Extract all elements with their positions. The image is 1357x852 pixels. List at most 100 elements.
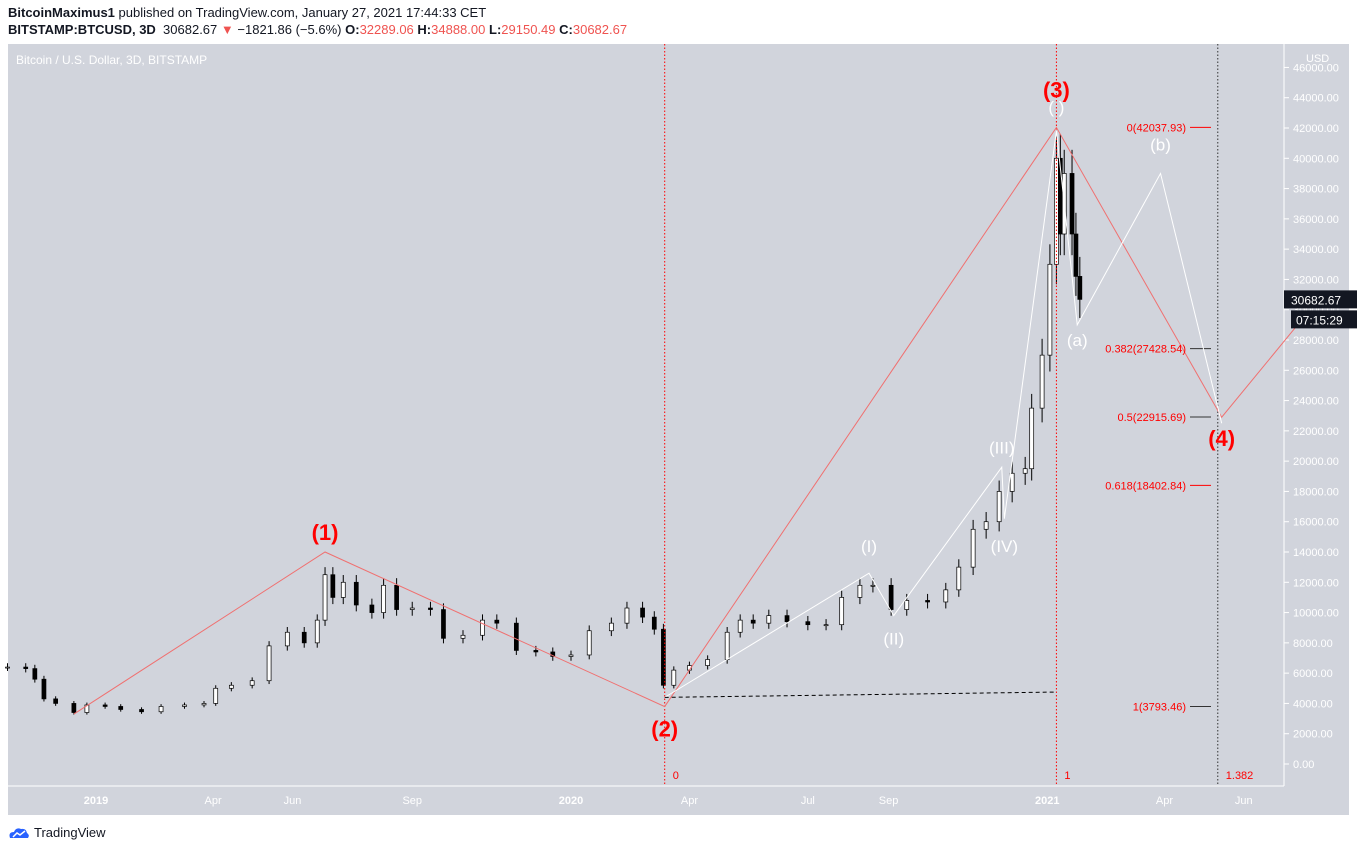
minor-wave-label: (a) bbox=[1067, 331, 1088, 350]
y-tick-label: 2000.00 bbox=[1293, 729, 1333, 741]
candle bbox=[428, 607, 433, 610]
y-tick-label: 22000.00 bbox=[1293, 426, 1339, 438]
candle bbox=[369, 604, 375, 613]
candle bbox=[943, 589, 949, 603]
candle bbox=[249, 680, 255, 686]
candle bbox=[568, 654, 574, 657]
x-tick-label: Jul bbox=[801, 795, 815, 807]
candle bbox=[340, 581, 346, 598]
author[interactable]: BitcoinMaximus1 bbox=[8, 5, 115, 20]
tradingview-cloud-icon bbox=[9, 827, 29, 838]
y-tick-label: 34000.00 bbox=[1293, 244, 1339, 256]
fib-level-label: 1(3793.46) bbox=[1133, 702, 1186, 714]
low: 29150.49 bbox=[501, 22, 556, 37]
time-fib-label: 1.382 bbox=[1226, 770, 1254, 782]
candle bbox=[322, 574, 328, 621]
minor-wave-label: (IV) bbox=[991, 537, 1018, 556]
major-wave-label: (3) bbox=[1043, 78, 1070, 103]
y-tick-label: 24000.00 bbox=[1293, 396, 1339, 408]
y-tick-label: 20000.00 bbox=[1293, 456, 1339, 468]
candle bbox=[1047, 263, 1053, 356]
minor-wave-label: ( ) bbox=[1048, 98, 1064, 117]
high-label: H: bbox=[417, 22, 432, 37]
x-tick-label: 2019 bbox=[84, 795, 108, 807]
y-tick-label: 38000.00 bbox=[1293, 184, 1339, 196]
x-tick-label: Sep bbox=[879, 795, 899, 807]
candle bbox=[139, 709, 144, 713]
y-tick-label: 0.00 bbox=[1293, 759, 1314, 771]
last-price-marker bbox=[1284, 290, 1357, 309]
candle bbox=[71, 703, 77, 713]
y-tick-label: 44000.00 bbox=[1293, 93, 1339, 105]
candle bbox=[441, 609, 446, 639]
x-tick-label: Jun bbox=[1235, 795, 1253, 807]
candle bbox=[284, 631, 290, 647]
candle bbox=[671, 669, 677, 686]
candle bbox=[314, 619, 320, 644]
open: 32289.06 bbox=[359, 22, 414, 37]
chart-title: Bitcoin / U.S. Dollar, 3D, BITSTAMP bbox=[16, 53, 207, 67]
low-label: L: bbox=[489, 22, 502, 37]
symbol: BITSTAMP:BTCUSD, 3D bbox=[8, 22, 156, 37]
last-price-label: 30682.67 bbox=[1291, 293, 1341, 307]
candle bbox=[118, 706, 124, 710]
y-tick-label: 4000.00 bbox=[1293, 698, 1333, 710]
last-price: 30682.67 bbox=[163, 22, 218, 37]
candle bbox=[84, 704, 90, 713]
fib-level-label: 0(42037.93) bbox=[1127, 122, 1186, 134]
y-tick-label: 36000.00 bbox=[1293, 214, 1339, 226]
candle bbox=[533, 650, 539, 653]
candle bbox=[970, 528, 976, 568]
candle bbox=[201, 703, 207, 706]
minor-wave-path bbox=[664, 130, 1223, 698]
candle bbox=[53, 698, 59, 704]
fib-level-label: 0.5(22915.69) bbox=[1118, 412, 1187, 424]
candle bbox=[870, 584, 876, 587]
y-tick-label: 8000.00 bbox=[1293, 638, 1333, 650]
fib-level-label: 0.382(27428.54) bbox=[1105, 344, 1186, 356]
x-tick-label: 2021 bbox=[1035, 795, 1059, 807]
candle bbox=[724, 631, 730, 660]
x-tick-label: Sep bbox=[402, 795, 422, 807]
candle bbox=[1022, 468, 1028, 474]
y-tick-label: 16000.00 bbox=[1293, 517, 1339, 529]
candle bbox=[182, 704, 187, 707]
x-tick-label: Jun bbox=[284, 795, 302, 807]
candle bbox=[513, 622, 519, 651]
y-tick-label: 32000.00 bbox=[1293, 274, 1339, 286]
tradingview-logo[interactable]: TradingView bbox=[8, 825, 106, 840]
candle bbox=[494, 619, 500, 624]
y-tick-label: 26000.00 bbox=[1293, 365, 1339, 377]
candle bbox=[823, 624, 829, 627]
candle bbox=[737, 619, 743, 633]
countdown-label: 07:15:29 bbox=[1296, 313, 1343, 327]
candle bbox=[409, 607, 415, 610]
y-tick-label: 40000.00 bbox=[1293, 153, 1339, 165]
candle bbox=[394, 584, 399, 610]
candle bbox=[1009, 472, 1015, 492]
countdown-marker bbox=[1291, 310, 1357, 329]
candle bbox=[983, 521, 989, 530]
candle bbox=[228, 684, 234, 689]
candle bbox=[904, 600, 910, 610]
candle bbox=[956, 566, 962, 591]
chart-background bbox=[8, 44, 1349, 815]
candle bbox=[23, 666, 29, 669]
candle bbox=[586, 630, 592, 656]
candle bbox=[480, 619, 485, 636]
candle bbox=[102, 704, 108, 707]
major-wave-label: (4) bbox=[1208, 426, 1235, 451]
major-wave-label: (1) bbox=[312, 520, 339, 545]
candle bbox=[1077, 276, 1083, 300]
candle bbox=[301, 631, 307, 644]
major-wave-path bbox=[73, 126, 1308, 715]
candle bbox=[750, 619, 756, 624]
major-wave-label: (2) bbox=[651, 717, 678, 742]
time-fib-label: 1 bbox=[1064, 770, 1070, 782]
open-label: O: bbox=[345, 22, 360, 37]
y-tick-label: 12000.00 bbox=[1293, 577, 1339, 589]
candle bbox=[925, 600, 930, 603]
y-tick-label: 10000.00 bbox=[1293, 608, 1339, 620]
time-fib-label: 0 bbox=[673, 770, 679, 782]
